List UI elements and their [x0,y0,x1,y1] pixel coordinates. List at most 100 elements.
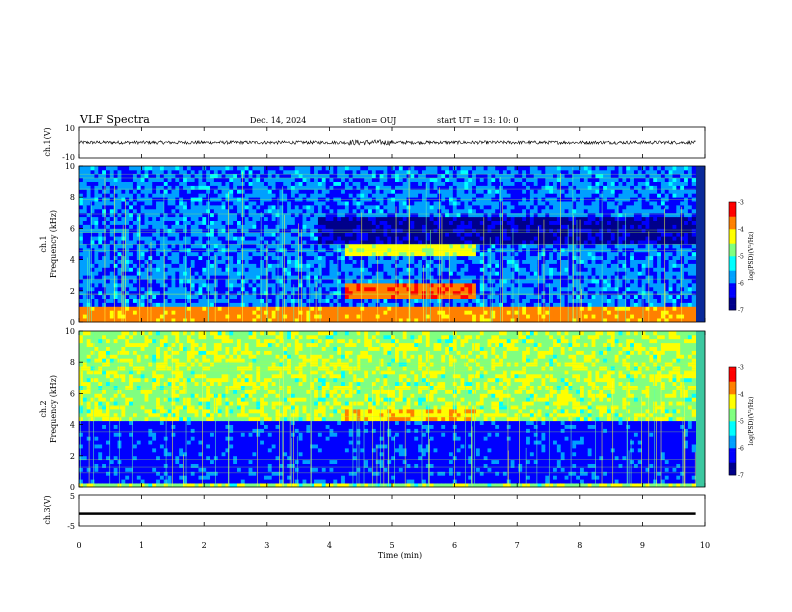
spectrogram-cell [510,220,515,225]
spectrogram-cell [190,185,196,190]
spectrogram-cell [225,286,230,292]
spectrogram-cell [140,275,145,280]
spectrogram-cell [221,201,226,206]
spectrogram-cell [487,216,492,221]
spectrogram-cell [136,244,142,249]
spectrogram-cell [379,306,384,311]
spectrogram-cell [260,314,265,319]
spectrogram-cell [105,255,111,260]
spectrogram-cell [186,275,192,280]
spectrogram-cell [125,208,130,214]
spectrogram-cell [136,166,142,171]
spectrogram-cell [499,228,504,233]
spectrogram-cell [429,216,434,221]
spectrogram-cell [148,236,153,241]
spectrogram-cell [402,166,407,171]
spectrogram-cell [159,181,165,186]
spectrogram-cell [290,224,296,229]
spectrogram-cell [148,166,153,171]
spectrogram-cell [418,212,423,218]
spectrogram-cell [356,232,361,237]
spectrogram-cell [429,166,434,171]
spectrogram-cell [556,216,562,221]
spectrogram-cell [341,251,346,257]
spectrogram-cell [233,185,238,190]
spectrogram-cell [263,228,269,233]
spectrogram-cell [237,283,242,288]
spectrogram-cell [310,236,315,241]
spectrogram-cell [267,247,273,253]
spectrogram-cell [148,240,153,245]
spectrogram-cell [502,286,508,292]
spectrogram-cell [441,236,446,241]
spectrogram-cell [448,255,454,260]
spectrogram-cell [341,220,346,225]
spectrogram-cell [441,259,446,264]
spectrogram-cell [102,302,107,307]
spectrogram-cell [360,220,365,225]
spectrogram-cell [287,212,292,218]
spectrogram-cell [391,181,396,186]
spectrogram-cell [310,294,315,299]
spectrogram-cell [333,208,338,214]
spectrogram-cell [98,224,103,229]
spectrogram-cell [267,240,273,245]
spectrogram-cell [244,302,249,307]
spectrogram-cell [109,259,115,264]
spectrogram-cell [553,271,558,276]
spectrogram-cell [549,228,554,233]
spectrogram-cell [244,251,249,257]
spectrogram-cell [225,318,230,323]
spectrogram-cell [121,173,126,179]
spectrogram-cell [229,216,234,221]
spectrogram-cell [368,181,373,186]
spectrogram-cell [456,283,461,288]
spectrogram-cell [294,232,300,237]
spectrogram-cell [102,236,107,241]
spectrogram-cell [163,290,169,296]
spectrogram-cell [102,247,107,253]
spectrogram-cell [152,314,157,319]
spectrogram-cell [325,263,330,268]
spectrogram-cell [290,193,296,198]
spectrogram-cell [79,318,84,323]
spectrogram-cell [441,298,446,303]
spectrogram-cell [425,290,431,296]
spectrogram-cell [206,283,211,288]
spectrogram-cell [217,193,222,198]
spectrogram-cell [298,240,303,245]
spectrogram-cell [79,181,84,186]
spectrogram-cell [383,310,388,315]
spectrogram-cell [406,310,411,315]
spectrogram-cell [140,205,145,210]
spectrogram-cell [175,228,180,233]
spectrogram-cell [499,166,504,171]
spectrogram-cell [314,228,319,233]
spectrogram-cell [132,208,138,214]
spectrogram-cell [395,286,400,292]
spectrogram-cell [510,208,515,214]
spectrogram-cell [391,283,396,288]
spectrogram-cell [240,181,246,186]
spectrogram-cell [190,173,196,179]
spectrogram-cell [445,240,450,245]
spectrogram-cell [445,189,450,194]
spectrogram-cell [402,208,407,214]
spectrogram-cell [217,205,222,210]
spectrogram-cell [302,302,307,307]
spectrogram-cell [109,236,115,241]
spectrogram-cell [344,255,350,260]
spectrogram-cell [290,251,296,257]
spectrogram-cell [125,240,130,245]
spectrogram-cell [283,240,288,245]
spectrogram-cell [94,232,99,237]
spectrogram-cell [206,267,211,272]
spectrogram-cell [275,181,280,186]
spectrogram-cell [244,169,249,175]
spectrogram-cell [529,286,535,292]
spectrogram-cell [391,228,396,233]
spectrogram-cell [244,220,249,225]
spectrogram-cell [460,263,465,268]
spectrogram-cell [352,255,357,260]
spectrogram-cell [329,279,334,284]
